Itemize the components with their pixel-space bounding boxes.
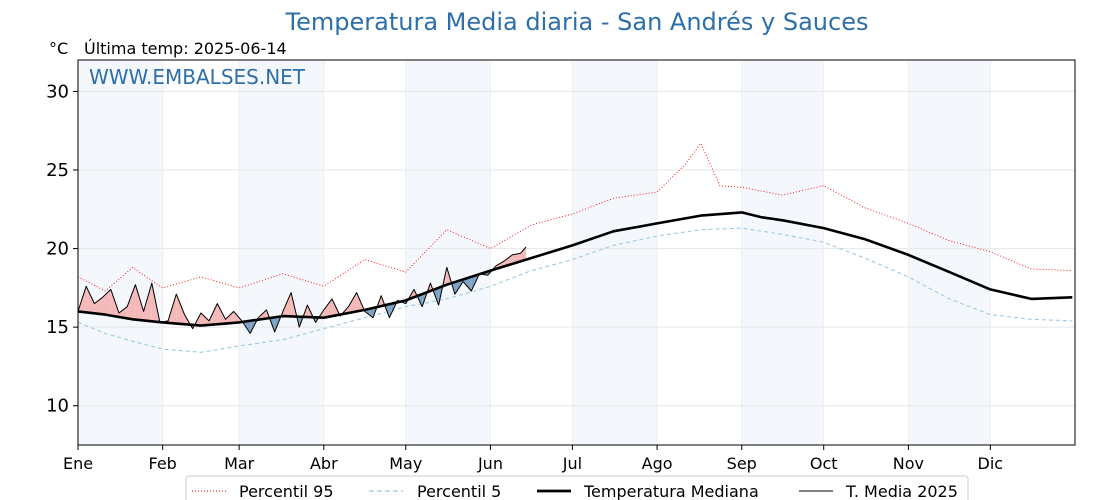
fill-above-median	[282, 292, 292, 317]
xtick-label-oct: Oct	[810, 454, 838, 473]
fill-above-median	[119, 306, 128, 319]
month-shading	[78, 60, 991, 445]
month-band-ene	[78, 60, 163, 445]
xtick-label-may: May	[389, 454, 422, 473]
month-band-nov	[908, 60, 991, 445]
xtick-label-mar: Mar	[224, 454, 255, 473]
last-temp-label: Última temp: 2025-06-14	[84, 39, 287, 58]
xtick-label-ago: Ago	[642, 454, 673, 473]
fill-above-median	[217, 303, 226, 325]
y-axis: 10 15 20 25 30	[46, 81, 78, 417]
line-t-media-2025	[77, 246, 527, 334]
ytick-label-10: 10	[46, 396, 69, 417]
ytick-label-30: 30	[46, 81, 69, 102]
ytick-label-25: 25	[46, 160, 69, 181]
legend-label-median: Temperatura Mediana	[583, 482, 759, 500]
fill-above-median	[143, 283, 152, 322]
line-temperatura-mediana	[77, 211, 1073, 327]
legend-label-2025: T. Media 2025	[845, 482, 958, 500]
fill-below-median	[463, 276, 472, 291]
fill-above-median	[323, 298, 332, 318]
legend-label-p95: Percentil 95	[239, 482, 334, 500]
xtick-label-abr: Abr	[310, 454, 338, 473]
legend: Percentil 95 Percentil 5 Temperatura Med…	[185, 475, 969, 500]
xtick-label-ene: Ene	[63, 454, 93, 473]
xtick-label-nov: Nov	[893, 454, 924, 473]
month-band-sep	[741, 60, 824, 445]
fill-above-median	[94, 297, 103, 315]
fill-above-median	[127, 284, 136, 320]
watermark: WWW.EMBALSES.NET	[89, 65, 306, 89]
fill-above-median	[176, 294, 185, 325]
line-percentil-5	[77, 227, 1073, 353]
fill-above-median	[520, 247, 526, 262]
series-lines	[77, 142, 1073, 353]
unit-label: °C	[49, 39, 68, 58]
xtick-label-jun: Jun	[477, 454, 503, 473]
xtick-label-feb: Feb	[149, 454, 177, 473]
month-band-mar	[239, 60, 324, 445]
line-percentil-95	[77, 142, 1073, 292]
month-band-jul	[572, 60, 658, 445]
ytick-label-20: 20	[46, 239, 69, 260]
x-axis: Ene Feb Mar Abr May Jun Jul Ago Sep Oct Nov Dic	[63, 445, 1003, 473]
chart-title: Temperatura Media diaria - San Andrés y …	[285, 8, 869, 36]
fill-above-median	[135, 284, 144, 321]
grid-lines	[78, 60, 1075, 445]
xtick-label-dic: Dic	[978, 454, 1004, 473]
fill-above-median	[86, 286, 95, 314]
month-band-may	[405, 60, 491, 445]
legend-box	[185, 475, 969, 500]
xtick-label-sep: Sep	[727, 454, 757, 473]
fill-above-median	[225, 311, 234, 324]
ytick-label-15: 15	[46, 317, 69, 338]
legend-label-p5: Percentil 5	[417, 482, 501, 500]
fill-above-median	[348, 292, 357, 313]
plot-frame	[77, 59, 1076, 446]
xtick-label-jul: Jul	[562, 454, 582, 473]
fill-above-median	[200, 313, 210, 326]
